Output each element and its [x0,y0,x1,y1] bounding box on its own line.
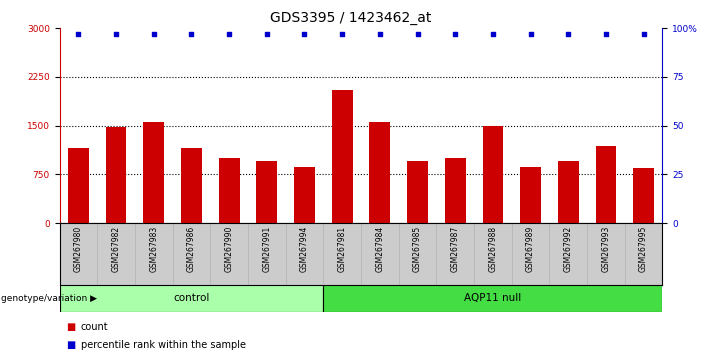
Text: ■: ■ [67,322,76,332]
Bar [633,168,654,223]
Bar [144,122,164,223]
Bar [558,161,578,223]
Bar [332,90,353,223]
Bar [482,126,503,223]
Bar [68,148,89,223]
Text: GSM267984: GSM267984 [375,226,384,272]
Text: AQP11 null: AQP11 null [464,293,522,303]
Bar [181,148,202,223]
Text: GSM267995: GSM267995 [639,226,648,273]
Bar [60,285,323,312]
Text: GSM267994: GSM267994 [300,226,309,273]
Bar [257,161,277,223]
Text: GDS3395 / 1423462_at: GDS3395 / 1423462_at [270,11,431,25]
Text: GSM267980: GSM267980 [74,226,83,272]
Point [563,32,574,37]
Text: control: control [173,293,210,303]
Text: GSM267989: GSM267989 [526,226,535,272]
Text: GSM267993: GSM267993 [601,226,611,273]
Point [224,32,235,37]
Point [487,32,498,37]
Text: GSM267991: GSM267991 [262,226,271,272]
Bar [294,167,315,223]
Bar [323,285,662,312]
Point [600,32,611,37]
Point [412,32,423,37]
Text: percentile rank within the sample: percentile rank within the sample [81,340,245,350]
Text: GSM267982: GSM267982 [111,226,121,272]
Point [638,32,649,37]
Bar [407,161,428,223]
Text: GSM267983: GSM267983 [149,226,158,272]
Text: genotype/variation ▶: genotype/variation ▶ [1,294,97,303]
Point [148,32,159,37]
Text: GSM267985: GSM267985 [413,226,422,272]
Bar [445,158,465,223]
Text: count: count [81,322,108,332]
Bar [596,147,616,223]
Point [525,32,536,37]
Point [374,32,386,37]
Point [449,32,461,37]
Point [73,32,84,37]
Text: GSM267987: GSM267987 [451,226,460,272]
Point [261,32,273,37]
Text: GSM267992: GSM267992 [564,226,573,272]
Bar [219,158,240,223]
Bar [106,127,126,223]
Text: ■: ■ [67,340,76,350]
Text: GSM267981: GSM267981 [338,226,347,272]
Bar [520,167,541,223]
Point [186,32,197,37]
Point [299,32,310,37]
Text: GSM267986: GSM267986 [187,226,196,272]
Point [111,32,122,37]
Point [336,32,348,37]
Text: GSM267990: GSM267990 [224,226,233,273]
Text: GSM267988: GSM267988 [489,226,498,272]
Bar [369,122,390,223]
